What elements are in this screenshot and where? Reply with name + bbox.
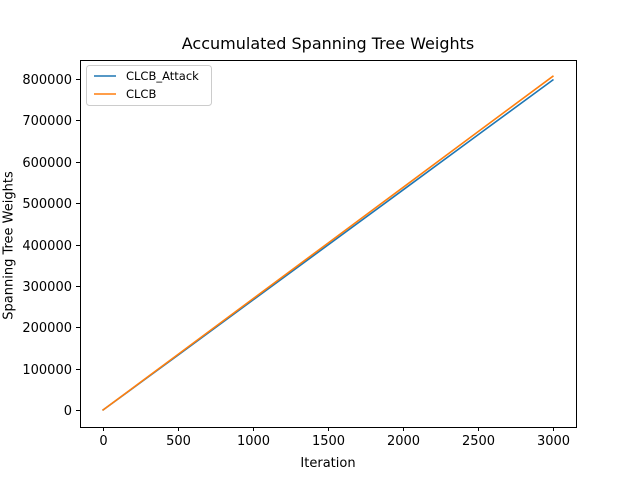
x-axis-ticks: 0 500 1000 1500 2000 2500 3000	[99, 427, 570, 449]
x-tick-label: 3000	[537, 434, 570, 449]
series-lines	[102, 75, 554, 412]
series-line-clcb	[102, 75, 554, 412]
x-tick-label: 1500	[312, 434, 345, 449]
legend-label-clcb: CLCB	[126, 87, 156, 101]
x-tick-label: 500	[166, 434, 191, 449]
x-tick-label: 2000	[387, 434, 420, 449]
y-axis-ticks: 0 100000 200000 300000 400000 500000 600000 700…	[22, 73, 80, 419]
x-tick-label: 2500	[462, 434, 495, 449]
y-tick-label: 500000	[22, 197, 72, 212]
legend: CLCB_Attack CLCB	[86, 65, 212, 106]
x-axis-label: Iteration	[300, 456, 355, 471]
y-tick-label: 700000	[22, 114, 72, 129]
x-tick-label: 1000	[237, 434, 270, 449]
y-tick-label: 400000	[22, 239, 72, 254]
legend-label-clcb-attack: CLCB_Attack	[126, 69, 199, 83]
chart-title: Accumulated Spanning Tree Weights	[182, 34, 474, 53]
x-tick-label: 0	[99, 434, 107, 449]
y-tick-label: 200000	[22, 321, 72, 336]
y-tick-label: 600000	[22, 156, 72, 171]
y-tick-label: 800000	[22, 73, 72, 88]
y-tick-label: 100000	[22, 363, 72, 378]
y-axis-label: Spanning Tree Weights	[2, 171, 17, 320]
y-tick-label: 300000	[22, 280, 72, 295]
legend-box	[86, 65, 212, 106]
y-tick-label: 0	[64, 404, 72, 419]
